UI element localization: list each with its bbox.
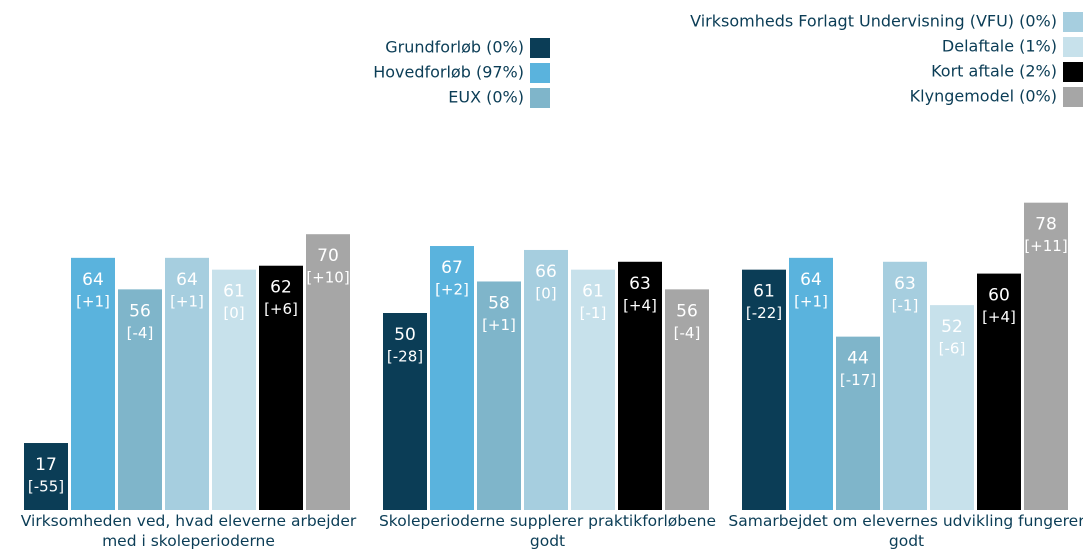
value-label: 63: [894, 274, 916, 294]
change-label: [-4]: [674, 324, 701, 342]
value-label: 56: [129, 301, 151, 321]
bar: [618, 261, 662, 510]
bar: [306, 234, 350, 510]
value-label: 44: [847, 349, 869, 369]
bar: [742, 269, 786, 510]
value-label: 17: [35, 455, 57, 475]
legend-swatch: [1063, 62, 1083, 82]
value-label: 78: [1035, 215, 1057, 235]
change-label: [+1]: [482, 316, 516, 334]
bar: [259, 265, 303, 510]
category-label: Samarbejdet om elevernes udvikling funge…: [728, 512, 1083, 550]
bar: [1024, 202, 1068, 510]
value-label: 50: [394, 325, 416, 345]
change-label: [+10]: [306, 269, 349, 287]
change-label: [-22]: [746, 304, 782, 322]
change-label: [0]: [223, 304, 244, 322]
value-label: 61: [223, 282, 245, 302]
change-label: [-55]: [28, 478, 64, 496]
bar: [977, 273, 1021, 510]
legend-label: Hovedforløb (97%): [373, 63, 524, 82]
value-label: 61: [753, 282, 775, 302]
value-label: 60: [988, 286, 1010, 306]
legend-swatch: [1063, 12, 1083, 32]
legend-label: Kort aftale (2%): [931, 62, 1057, 81]
value-label: 64: [82, 270, 104, 290]
value-label: 63: [629, 274, 651, 294]
bar: [836, 336, 880, 510]
value-label: 70: [317, 246, 339, 266]
bar: [930, 305, 974, 510]
bar: [165, 257, 209, 510]
value-label: 52: [941, 317, 963, 337]
bar: [430, 246, 474, 510]
change-label: [-6]: [939, 340, 966, 358]
legend-label: EUX (0%): [448, 88, 524, 107]
value-label: 64: [800, 270, 822, 290]
bar: [383, 313, 427, 510]
legend-swatch: [1063, 37, 1083, 57]
value-label: 66: [535, 262, 557, 282]
change-label: [-17]: [840, 371, 876, 389]
legend-label: Virksomheds Forlagt Undervisning (VFU) (…: [690, 12, 1057, 31]
bar: [665, 289, 709, 510]
value-label: 61: [582, 282, 604, 302]
bar: [571, 269, 615, 510]
change-label: [+2]: [435, 281, 469, 299]
change-label: [+1]: [170, 292, 204, 310]
value-label: 58: [488, 293, 510, 313]
change-label: [+4]: [982, 308, 1016, 326]
bar: [212, 269, 256, 510]
legend-swatch: [530, 88, 550, 108]
value-label: 56: [676, 301, 698, 321]
change-label: [+4]: [623, 296, 657, 314]
change-label: [-4]: [127, 324, 154, 342]
bar: [477, 281, 521, 510]
bar: [24, 443, 68, 510]
change-label: [+6]: [264, 300, 298, 318]
legend-swatch: [530, 38, 550, 58]
bar: [524, 249, 568, 510]
legend-label: Klyngemodel (0%): [910, 87, 1057, 106]
legend-swatch: [530, 63, 550, 83]
legend-swatch: [1063, 87, 1083, 107]
bar: [71, 257, 115, 510]
change-label: [+1]: [794, 292, 828, 310]
category-label: Skoleperioderne supplerer praktikforløbe…: [378, 512, 717, 550]
value-label: 64: [176, 270, 198, 290]
change-label: [-28]: [387, 348, 423, 366]
change-label: [-1]: [892, 296, 919, 314]
legend-label: Delaftale (1%): [942, 37, 1057, 56]
change-label: [0]: [535, 284, 556, 302]
bar: [883, 261, 927, 510]
value-label: 67: [441, 258, 463, 278]
change-label: [+11]: [1024, 237, 1067, 255]
value-label: 62: [270, 278, 292, 298]
legend-label: Grundforløb (0%): [385, 38, 524, 57]
change-label: [-1]: [580, 304, 607, 322]
change-label: [+1]: [76, 292, 110, 310]
bar: [118, 289, 162, 510]
bar: [789, 257, 833, 510]
category-label: Virksomheden ved, hvad eleverne arbejder…: [20, 512, 357, 550]
